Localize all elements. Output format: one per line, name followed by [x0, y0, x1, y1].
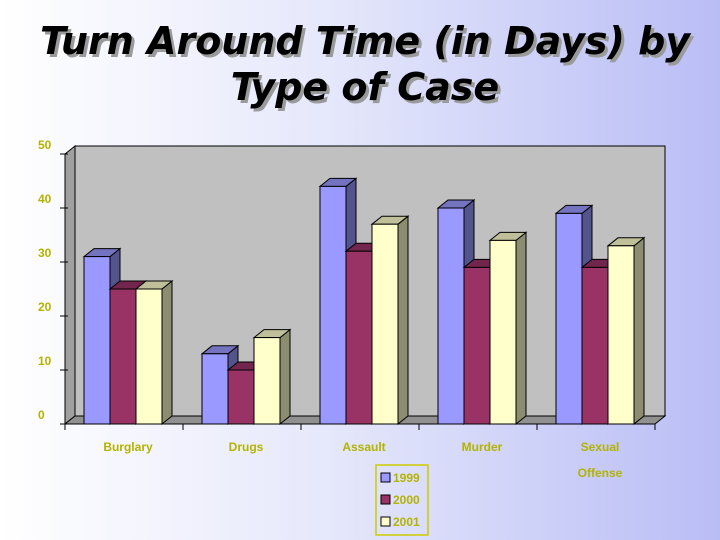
bar — [463, 266, 491, 425]
legend-box — [375, 464, 429, 536]
chart-title: Turn Around Time (in Days) by Type of Ca… — [39, 19, 691, 109]
bar — [371, 223, 399, 425]
bar-side — [515, 231, 527, 426]
y-tick-label: 30 — [38, 246, 52, 260]
bar-side — [279, 328, 291, 426]
x-tick-label: Sexual Offense — [577, 440, 623, 480]
bar — [345, 250, 373, 425]
x-tick-label: Assault — [342, 440, 386, 454]
bar-group — [252, 328, 292, 426]
bar — [581, 266, 609, 425]
bar-side — [633, 236, 645, 426]
bar — [227, 369, 255, 425]
legend-label: 2000 — [393, 493, 420, 507]
bar — [83, 256, 111, 425]
legend-label: 2001 — [393, 515, 420, 529]
legend-label: 1999 — [393, 471, 420, 485]
y-tick-label: 20 — [38, 300, 52, 314]
bar — [607, 245, 635, 425]
y-tick-label: 0 — [38, 408, 45, 422]
y-tick-label: 10 — [38, 354, 52, 368]
legend-swatch — [380, 494, 391, 505]
bar — [135, 288, 163, 425]
y-tick-label: 40 — [38, 192, 52, 206]
bar — [201, 353, 229, 425]
bar — [253, 337, 281, 425]
x-tick-label: Burglary — [103, 440, 153, 454]
legend-swatch — [380, 516, 391, 527]
side-wall — [64, 144, 76, 426]
x-tick-label: Drugs — [228, 440, 264, 454]
bar-group — [370, 215, 410, 426]
x-tick-label: Murder — [461, 440, 503, 454]
bar — [109, 288, 137, 425]
bar — [319, 185, 347, 425]
legend-swatch — [380, 472, 391, 483]
bar — [489, 239, 517, 425]
bar-group — [488, 231, 528, 426]
bar — [555, 212, 583, 425]
bar-group — [606, 236, 646, 426]
y-tick-label: 50 — [38, 138, 52, 152]
bar-side — [161, 279, 173, 426]
bar-side — [397, 215, 409, 426]
bar-group — [134, 279, 174, 426]
bar — [437, 207, 465, 425]
